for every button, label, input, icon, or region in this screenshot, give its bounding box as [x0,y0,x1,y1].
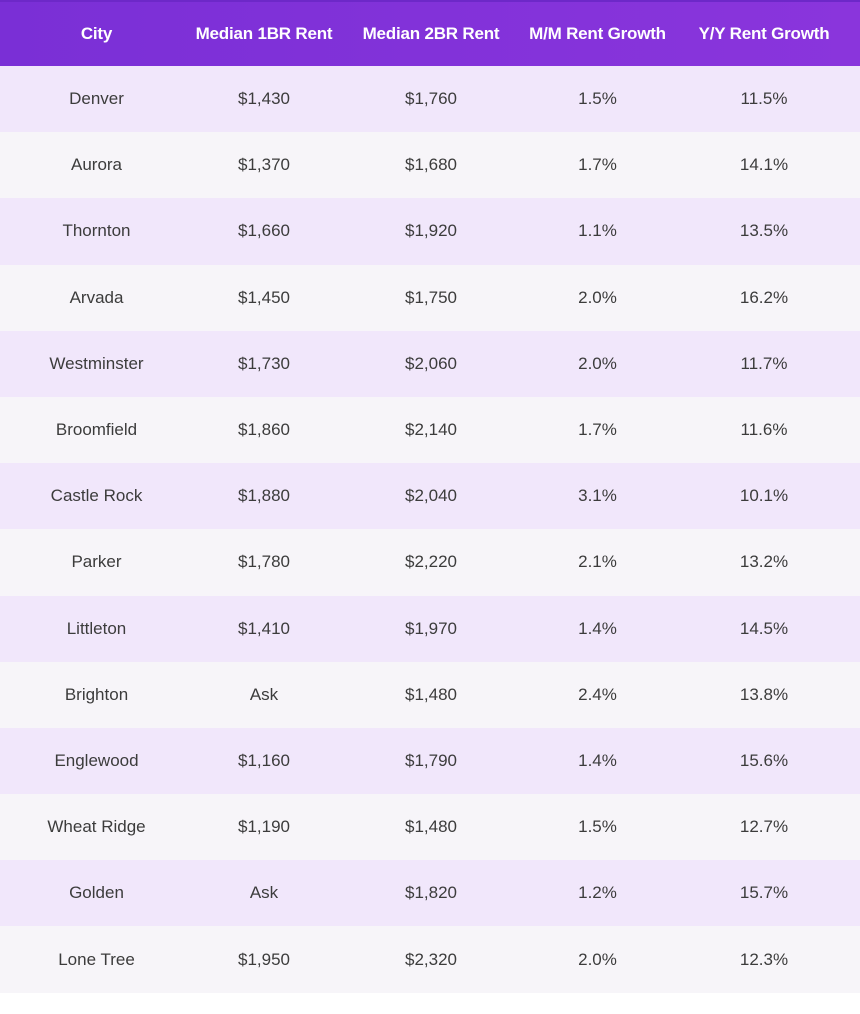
median-1br-rent-cell: $1,450 [238,287,290,307]
median-2br-rent-cell: $1,680 [405,155,457,175]
yy-rent-growth-cell: 11.5% [740,89,788,109]
median-2br-rent-cell: $2,140 [405,420,457,440]
mm-rent-growth-cell: 1.2% [578,883,617,903]
yy-rent-growth-cell: 12.7% [739,817,789,837]
yy-rent-growth-cell: 12.3% [739,949,789,969]
table-body: Denver $1,430 $1,760 1.5% 11.5% Aurora $1,370 $… [0,66,860,993]
mm-rent-growth-cell: 1.7% [578,420,617,440]
median-2br-rent-cell: $1,820 [405,883,457,903]
table-row: Denver $1,430 $1,760 1.5% 11.5% [0,66,860,133]
median-2br-rent-cell: $1,480 [405,817,457,837]
mm-rent-growth-cell: 2.0% [578,353,617,373]
table-row: Aurora $1,370 $1,680 1.7% 14.1% [0,132,860,199]
mm-rent-growth-cell: 1.1% [578,221,617,241]
table-row: Brighton Ask $1,480 2.4% 13.8% [0,661,860,728]
table-row: Englewood $1,160 $1,790 1.4% 15.6% [0,727,860,795]
median-1br-rent-cell: $1,660 [238,221,290,241]
city-cell: Englewood [54,750,139,770]
yy-rent-growth-cell: 11.7% [740,353,788,373]
table-row: Westminster $1,730 $2,060 2.0% 11.7% [0,330,860,397]
mm-rent-growth-cell: 2.1% [578,552,617,572]
yy-rent-growth-cell: 15.7% [739,883,789,903]
median-2br-rent-cell: $1,970 [405,618,457,638]
city-cell: Thornton [62,221,131,241]
median-2br-rent-cell: $2,220 [405,552,457,572]
median-1br-rent-cell: $1,950 [238,949,290,969]
table-row: Golden Ask $1,820 1.2% 15.7% [0,860,860,927]
median-1br-rent-cell: $1,780 [238,552,290,572]
yy-rent-growth-cell: 13.5% [739,221,789,241]
median-2br-rent-cell: $1,760 [405,89,457,109]
median-1br-rent-cell: $1,430 [238,89,290,109]
header-city: City [80,24,113,43]
table-row: Lone Tree $1,950 $2,320 2.0% 12.3% [0,926,860,993]
median-2br-rent-cell: $2,060 [405,353,457,373]
mm-rent-growth-cell: 1.4% [578,618,617,638]
city-cell: Broomfield [55,420,138,440]
mm-rent-growth-cell: 1.5% [578,89,617,109]
city-cell: Golden [69,883,124,903]
table-row: Arvada $1,450 $1,750 2.0% 16.2% [0,264,860,331]
table-row: Littleton $1,410 $1,970 1.4% 14.5% [0,595,860,662]
city-cell: Denver [69,89,124,109]
city-cell: Arvada [69,287,124,307]
yy-rent-growth-cell: 14.1% [739,155,789,175]
yy-rent-growth-cell: 13.8% [739,684,789,704]
yy-rent-growth-cell: 11.6% [740,420,788,440]
city-cell: Aurora [70,155,123,175]
yy-rent-growth-cell: 10.1% [739,486,789,506]
mm-rent-growth-cell: 1.4% [578,750,617,770]
yy-rent-growth-cell: 13.2% [739,552,789,572]
median-2br-rent-cell: $1,920 [405,221,457,241]
table-row: Thornton $1,660 $1,920 1.1% 13.5% [0,198,860,265]
median-1br-rent-cell: Ask [249,883,279,903]
header-yy-rent-growth: Y/Y Rent Growth [698,24,830,43]
median-1br-rent-cell: $1,190 [238,817,290,837]
mm-rent-growth-cell: 2.0% [578,949,617,969]
city-cell: Lone Tree [58,949,135,969]
city-cell: Westminster [49,353,144,373]
mm-rent-growth-cell: 2.4% [578,684,617,704]
median-1br-rent-cell: Ask [249,684,279,704]
header-median-2br-rent: Median 2BR Rent [362,24,500,43]
header-mm-rent-growth: M/M Rent Growth [529,24,666,43]
city-cell: Castle Rock [50,486,143,506]
header-median-1br-rent: Median 1BR Rent [195,24,333,43]
yy-rent-growth-cell: 14.5% [739,618,789,638]
median-1br-rent-cell: $1,370 [238,155,290,175]
median-2br-rent-cell: $1,750 [405,287,457,307]
median-2br-rent-cell: $1,790 [405,750,457,770]
city-cell: Brighton [64,684,129,704]
table-header: City Median 1BR Rent Median 2BR Rent M/M… [0,0,860,66]
table-row: Wheat Ridge $1,190 $1,480 1.5% 12.7% [0,794,860,861]
median-2br-rent-cell: $1,480 [405,684,457,704]
median-1br-rent-cell: $1,860 [238,420,290,440]
table-row: Castle Rock $1,880 $2,040 3.1% 10.1% [0,463,860,530]
median-1br-rent-cell: $1,880 [238,486,290,506]
yy-rent-growth-cell: 16.2% [739,287,789,307]
rent-table: City Median 1BR Rent Median 2BR Rent M/M… [0,0,860,993]
median-1br-rent-cell: $1,160 [238,750,290,770]
yy-rent-growth-cell: 15.6% [739,750,789,770]
mm-rent-growth-cell: 1.5% [578,817,617,837]
city-cell: Littleton [66,618,127,638]
city-cell: Wheat Ridge [47,817,146,837]
median-1br-rent-cell: $1,410 [238,618,290,638]
mm-rent-growth-cell: 2.0% [578,287,617,307]
city-cell: Parker [71,552,122,572]
median-2br-rent-cell: $2,320 [405,949,457,969]
median-2br-rent-cell: $2,040 [405,486,457,506]
mm-rent-growth-cell: 1.7% [578,155,617,175]
table-row: Broomfield $1,860 $2,140 1.7% 11.6% [0,396,860,464]
mm-rent-growth-cell: 3.1% [578,486,617,506]
table-row: Parker $1,780 $2,220 2.1% 13.2% [0,529,860,596]
median-1br-rent-cell: $1,730 [238,353,290,373]
